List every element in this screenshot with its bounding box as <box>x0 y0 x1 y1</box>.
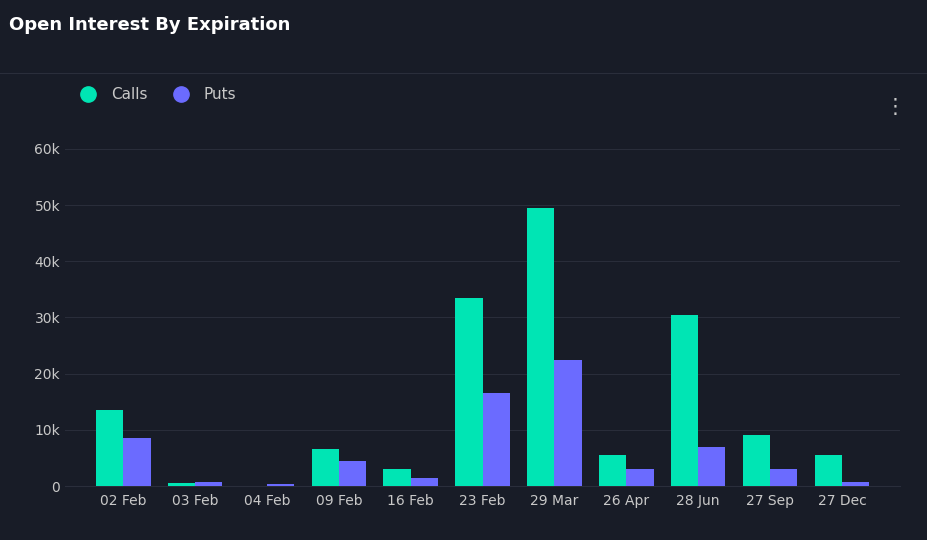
Bar <box>841 482 869 486</box>
Bar <box>338 461 366 486</box>
Bar <box>267 484 294 486</box>
Text: Open Interest By Expiration: Open Interest By Expiration <box>9 16 290 34</box>
Bar <box>527 208 553 486</box>
Bar <box>670 315 697 486</box>
Bar <box>482 393 509 486</box>
Bar <box>697 447 725 486</box>
Bar <box>626 469 653 486</box>
Legend: Calls, Puts: Calls, Puts <box>72 87 236 102</box>
Bar <box>411 477 438 486</box>
Bar <box>383 469 411 486</box>
Bar <box>814 455 841 486</box>
Bar <box>742 435 769 486</box>
Bar <box>769 469 796 486</box>
Bar <box>598 455 626 486</box>
Bar <box>553 360 581 486</box>
Bar <box>123 438 150 486</box>
Bar <box>168 483 195 486</box>
Bar <box>195 482 222 486</box>
Bar <box>95 410 123 486</box>
Text: ⋮: ⋮ <box>884 97 905 117</box>
Bar <box>311 449 338 486</box>
Bar <box>455 298 482 486</box>
